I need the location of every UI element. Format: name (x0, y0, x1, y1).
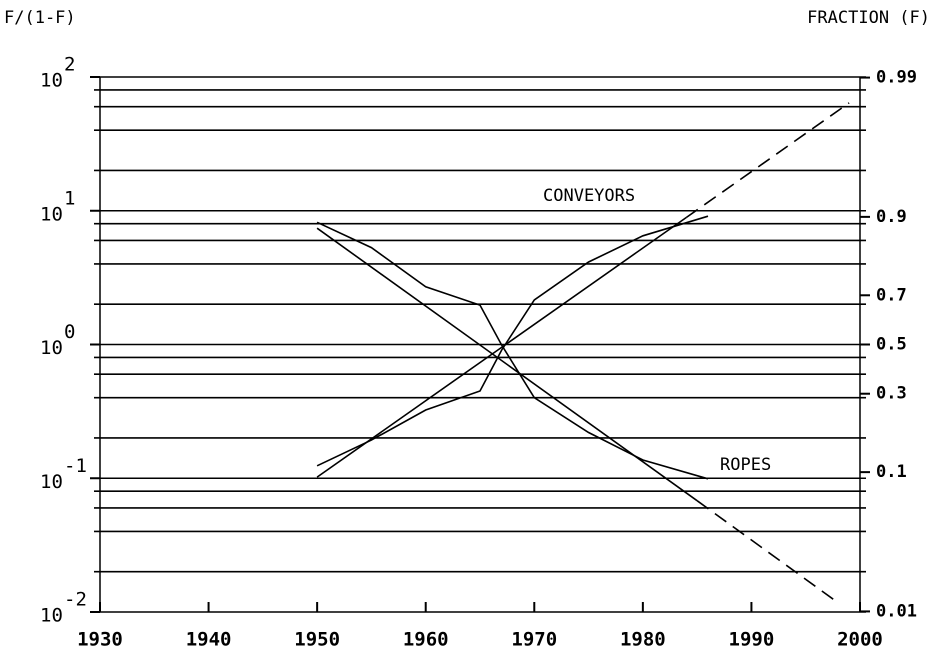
y2-tick-label: 0.99 (876, 68, 917, 88)
y-tick-exponent: -2 (64, 589, 87, 611)
projection-line (685, 102, 850, 219)
y-tick-label: 10 (40, 337, 63, 359)
y2-tick-label: 0.1 (876, 462, 907, 482)
y-tick-label: 10 (40, 70, 63, 92)
series-line (316, 221, 709, 480)
x-tick-label: 1980 (620, 629, 666, 651)
projection-line (696, 500, 839, 604)
y-tick-exponent: 0 (64, 321, 75, 343)
y-tick-exponent: -1 (64, 455, 87, 477)
fit-line (316, 227, 698, 502)
series-label: ROPES (720, 455, 771, 475)
y2-axis-label: FRACTION (F) (807, 8, 930, 28)
y-axis-label: F/(1-F) (4, 8, 76, 28)
series-line (316, 215, 709, 467)
x-tick-label: 1960 (403, 629, 449, 651)
y-tick-exponent: 2 (64, 54, 75, 76)
x-tick-label: 1940 (186, 629, 232, 651)
x-tick-label: 2000 (837, 629, 883, 651)
y-tick-exponent: 1 (64, 187, 75, 209)
y2-tick-label: 0.3 (876, 384, 907, 404)
y-tick-label: 10 (40, 605, 63, 627)
series-label: CONVEYORS (543, 186, 635, 206)
y2-tick-label: 0.5 (876, 335, 907, 355)
x-tick-label: 1930 (77, 629, 123, 651)
x-tick-label: 1990 (729, 629, 775, 651)
y2-tick-label: 0.9 (876, 207, 907, 227)
fit-line (316, 216, 687, 478)
y-tick-label: 10 (40, 471, 63, 493)
y2-tick-label: 0.7 (876, 285, 907, 305)
x-tick-label: 1970 (511, 629, 557, 651)
x-tick-label: 1950 (294, 629, 340, 651)
y2-tick-label: 0.01 (876, 601, 917, 621)
y-tick-label: 10 (40, 203, 63, 225)
